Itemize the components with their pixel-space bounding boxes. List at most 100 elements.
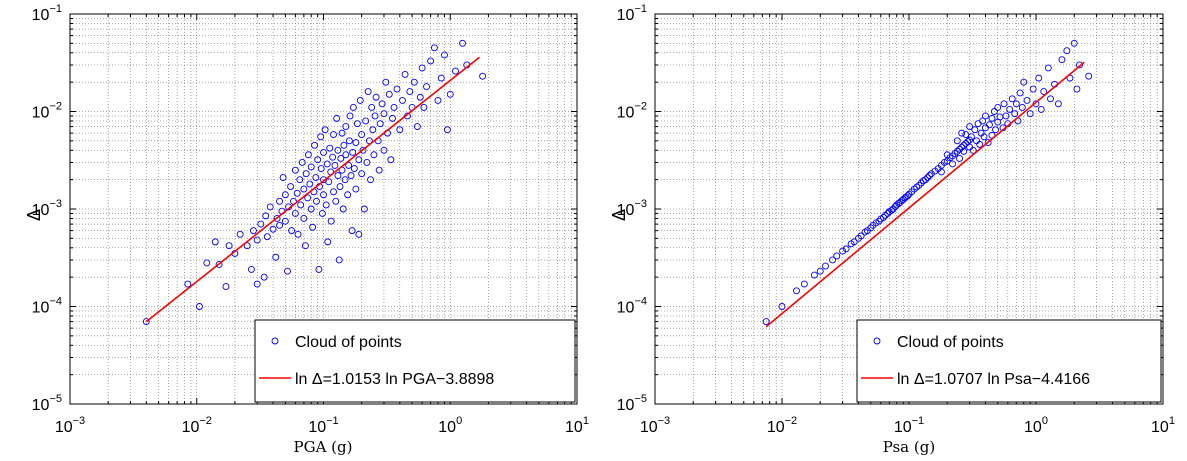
- data-point: [263, 233, 271, 241]
- data-point: [980, 133, 988, 141]
- data-point: [452, 67, 459, 75]
- data-point: [342, 123, 350, 131]
- data-point: [990, 108, 998, 115]
- data-point: [1054, 100, 1062, 108]
- data-point: [195, 303, 203, 310]
- data-point: [341, 176, 349, 184]
- y-tick-label: 10−3: [32, 198, 62, 219]
- data-point: [418, 64, 426, 72]
- data-point: [1035, 74, 1043, 82]
- legend-label: ln Δ=1.0707 ln Psa−4.4166: [897, 371, 1090, 388]
- data-point: [922, 176, 930, 184]
- axis-ticks: 10−3 10−2 10−1 100 101 10−5 10−4 10−3 10−2 10−1: [617, 3, 1175, 436]
- data-point: [459, 39, 466, 47]
- data-point: [953, 137, 961, 145]
- data-point: [951, 150, 959, 158]
- data-point: [420, 104, 428, 111]
- data-point: [1008, 95, 1016, 103]
- x-tick-label: 10−1: [308, 415, 338, 436]
- data-point: [344, 191, 352, 199]
- data-point: [262, 212, 270, 220]
- legend-label: Cloud of points: [897, 334, 1004, 351]
- data-point: [1000, 100, 1008, 108]
- data-point: [387, 156, 395, 164]
- data-point: [1002, 112, 1010, 120]
- data-point: [949, 152, 956, 160]
- y-tick-label: 10−2: [617, 101, 647, 122]
- y-tick-label: 10−2: [32, 101, 62, 122]
- data-point: [288, 227, 296, 235]
- data-point: [1076, 61, 1083, 69]
- data-point: [339, 205, 347, 213]
- data-point: [430, 44, 438, 52]
- data-point: [335, 256, 343, 264]
- data-point: [203, 259, 211, 267]
- data-point: [427, 57, 435, 65]
- legend-box: [254, 319, 576, 403]
- data-point: [376, 120, 384, 128]
- data-point: [971, 126, 979, 134]
- data-point: [269, 225, 277, 233]
- x-axis-label: Psa (g): [883, 438, 935, 456]
- data-point: [1040, 88, 1048, 96]
- data-point: [307, 163, 315, 171]
- data-point: [326, 144, 334, 152]
- data-point: [833, 252, 841, 260]
- data-point: [988, 114, 996, 122]
- data-point: [301, 242, 309, 250]
- data-point: [958, 143, 966, 151]
- data-point: [371, 112, 379, 120]
- chart-right: 10−3 10−2 10−1 100 101 10−5 10−4 10−3 10−2 10−1 P…: [609, 3, 1175, 456]
- data-point: [369, 126, 377, 134]
- data-point: [297, 201, 305, 209]
- data-point: [393, 85, 401, 93]
- data-point: [979, 117, 987, 125]
- data-point: [184, 280, 192, 288]
- data-point: [315, 265, 323, 273]
- data-point: [437, 74, 445, 82]
- data-point: [443, 126, 451, 134]
- data-point: [1047, 95, 1054, 103]
- data-point: [329, 153, 337, 161]
- data-point: [994, 104, 1002, 111]
- data-point: [479, 72, 487, 80]
- data-point: [953, 147, 961, 155]
- data-point: [850, 238, 858, 246]
- data-point: [287, 183, 295, 190]
- y-tick-label: 10−5: [32, 393, 62, 414]
- data-point: [992, 126, 999, 134]
- legend: Cloud of points ln Δ=1.0153 ln PGA−3.8898: [254, 319, 576, 403]
- y-tick-label: 10−1: [617, 3, 647, 24]
- data-point: [336, 183, 344, 190]
- data-point: [215, 260, 223, 268]
- data-point: [352, 139, 360, 147]
- data-point: [345, 137, 353, 145]
- data-point: [291, 210, 299, 217]
- data-point: [352, 185, 360, 193]
- data-point: [266, 203, 274, 211]
- data-point: [225, 242, 233, 250]
- data-point: [273, 214, 281, 222]
- data-point: [293, 189, 301, 197]
- data-point: [349, 149, 357, 156]
- data-point: [142, 318, 150, 326]
- data-point: [958, 129, 966, 137]
- data-point: [272, 253, 280, 261]
- data-point: [334, 146, 342, 154]
- data-point: [320, 191, 327, 199]
- x-tick-label: 10−3: [55, 415, 85, 436]
- data-point: [857, 232, 865, 240]
- data-point: [300, 214, 308, 222]
- data-point: [298, 159, 306, 166]
- data-point: [260, 273, 268, 281]
- data-point: [253, 280, 261, 288]
- data-point: [358, 170, 366, 178]
- x-tick-label: 10−1: [894, 415, 924, 436]
- data-point: [976, 140, 984, 148]
- data-point: [904, 192, 912, 200]
- data-point: [880, 213, 887, 221]
- data-point: [279, 174, 287, 182]
- data-point: [296, 176, 304, 184]
- data-point: [762, 318, 770, 326]
- data-point: [1026, 110, 1034, 118]
